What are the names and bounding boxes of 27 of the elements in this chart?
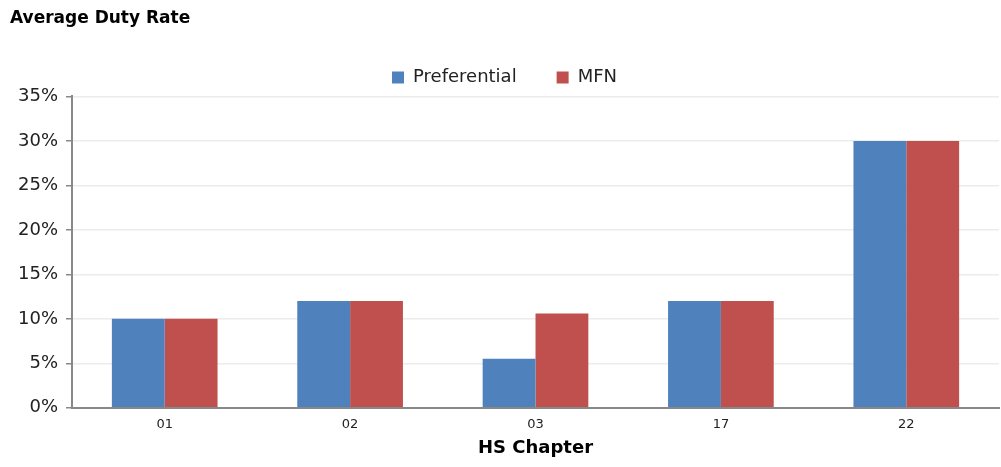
- y-tick-label: 10%: [17, 306, 59, 328]
- bar: [720, 301, 774, 408]
- x-tick-label: 03: [527, 415, 544, 431]
- y-tick-label: 5%: [29, 350, 59, 372]
- bar: [164, 318, 218, 408]
- bar: [111, 318, 165, 408]
- bar: [853, 140, 907, 408]
- x-tick-label: 22: [898, 415, 915, 431]
- bar: [535, 313, 589, 408]
- x-tick-label: 02: [341, 415, 359, 431]
- legend-label: MFN: [577, 65, 617, 87]
- y-tick-label: 0%: [29, 395, 59, 417]
- bar: [482, 358, 536, 408]
- bar: [668, 301, 721, 408]
- legend-label: Preferential: [413, 65, 517, 87]
- bar: [297, 301, 351, 408]
- y-tick-label: 30%: [17, 128, 59, 150]
- y-tick-label: 25%: [17, 173, 59, 195]
- y-tick-label: 20%: [17, 217, 59, 239]
- bar: [350, 301, 403, 408]
- x-axis-title: HS Chapter: [477, 435, 594, 457]
- x-tick-label: 17: [712, 415, 730, 431]
- chart-title: Average Duty Rate: [10, 6, 191, 27]
- y-tick-label: 35%: [17, 84, 59, 106]
- x-tick-label: 01: [156, 415, 173, 431]
- y-tick-label: 15%: [17, 262, 59, 284]
- bar: [906, 140, 960, 408]
